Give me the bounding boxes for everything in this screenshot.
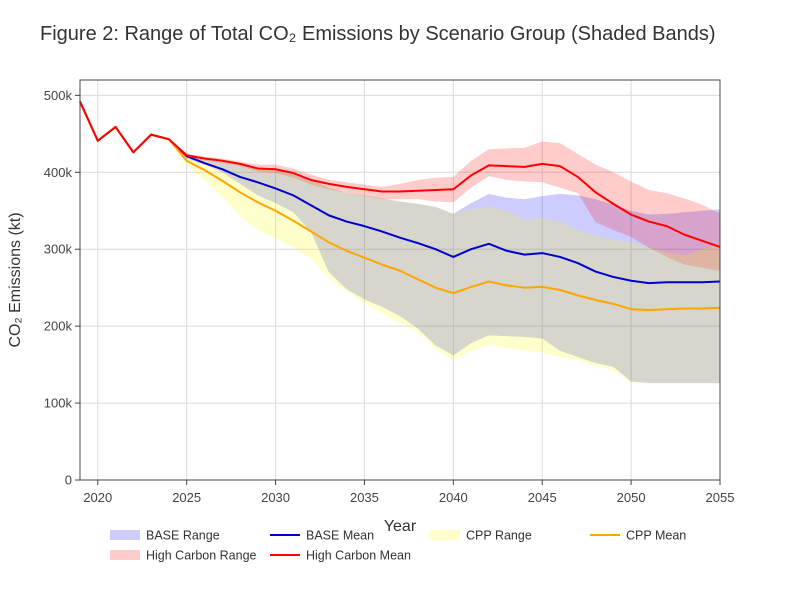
legend-label: BASE Mean bbox=[306, 529, 374, 543]
legend-label: CPP Mean bbox=[626, 529, 686, 543]
legend-label: High Carbon Mean bbox=[306, 549, 411, 563]
mean-lines bbox=[79, 101, 721, 311]
cpp-range-band bbox=[80, 101, 720, 384]
range-bands bbox=[80, 101, 720, 384]
legend-swatch bbox=[110, 530, 140, 540]
axis-ticks: 2020 2025 2030 2035 2040 2045 2050 2055 0 100k 200… bbox=[44, 88, 735, 505]
x-tick-label: 2020 bbox=[83, 490, 112, 505]
y-tick-label: 300k bbox=[44, 242, 73, 257]
legend-item-cpp-range[interactable]: CPP Range bbox=[430, 529, 532, 543]
x-tick-label: 2045 bbox=[528, 490, 557, 505]
legend-item-cpp-mean[interactable]: CPP Mean bbox=[590, 529, 686, 543]
legend-item-high-carbon-range[interactable]: High Carbon Range bbox=[110, 549, 257, 563]
legend-swatch bbox=[430, 530, 460, 540]
legend[interactable]: BASE Range BASE Mean CPP Range CPP Mean High… bbox=[110, 529, 686, 563]
x-tick-label: 2035 bbox=[350, 490, 379, 505]
y-tick-label: 200k bbox=[44, 319, 73, 334]
legend-item-high-carbon-mean[interactable]: High Carbon Mean bbox=[270, 549, 411, 563]
y-tick-label: 400k bbox=[44, 165, 73, 180]
high-carbon-range-band bbox=[80, 101, 720, 271]
legend-label: CPP Range bbox=[466, 529, 532, 543]
cpp-mean-line bbox=[79, 101, 721, 311]
chart-title: Figure 2: Range of Total CO₂ Emissions b… bbox=[40, 23, 716, 45]
y-tick-label: 0 bbox=[65, 473, 72, 488]
base-range-band bbox=[80, 101, 720, 384]
high-carbon-mean-line bbox=[79, 101, 721, 248]
y-axis-title: CO₂ Emissions (kt) bbox=[7, 212, 24, 347]
legend-item-base-range[interactable]: BASE Range bbox=[110, 529, 220, 543]
legend-swatch bbox=[110, 550, 140, 560]
x-tick-label: 2030 bbox=[261, 490, 290, 505]
legend-label: High Carbon Range bbox=[146, 549, 257, 563]
y-tick-label: 100k bbox=[44, 396, 73, 411]
y-tick-label: 500k bbox=[44, 88, 73, 103]
x-tick-label: 2050 bbox=[617, 490, 646, 505]
x-tick-label: 2055 bbox=[706, 490, 735, 505]
legend-label: BASE Range bbox=[146, 529, 220, 543]
x-tick-label: 2025 bbox=[172, 490, 201, 505]
plot-frame bbox=[79, 79, 721, 481]
x-tick-label: 2040 bbox=[439, 490, 468, 505]
x-axis-title: Year bbox=[384, 518, 417, 535]
legend-item-base-mean[interactable]: BASE Mean bbox=[270, 529, 374, 543]
